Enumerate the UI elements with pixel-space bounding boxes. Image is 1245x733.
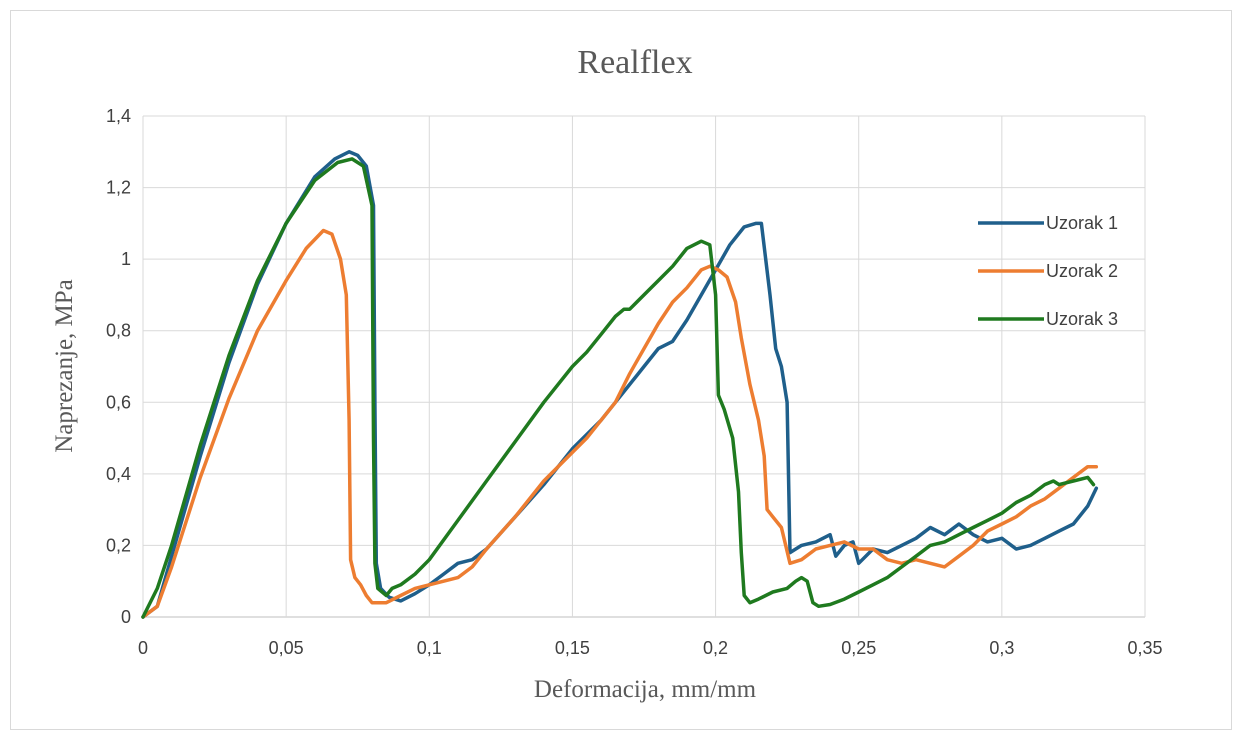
x-axis-title: Deformacija, mm/mm [534, 676, 757, 703]
x-tick-label: 0,25 [841, 638, 876, 658]
legend-item-1: Uzorak 1 [978, 213, 1118, 233]
x-tick-label: 0,1 [417, 638, 442, 658]
y-tick-label: 0,8 [106, 321, 131, 341]
legend-label: Uzorak 2 [1046, 261, 1118, 281]
grid [142, 115, 1146, 618]
legend: Uzorak 1 Uzorak 2 Uzorak 3 [978, 213, 1118, 329]
series-lines [141, 150, 1099, 619]
y-tick-label: 0,6 [106, 392, 131, 412]
y-tick-label: 1,4 [106, 106, 131, 126]
chart-title: Realflex [577, 44, 692, 81]
y-tick-label: 0,2 [106, 535, 131, 555]
y-tick-label: 0 [121, 607, 131, 627]
legend-item-2: Uzorak 2 [978, 261, 1118, 281]
y-tick-label: 0,4 [106, 464, 131, 484]
series-line-1 [141, 150, 1099, 619]
x-tick-label: 0 [138, 638, 148, 658]
series-line-2 [141, 228, 1099, 619]
legend-label: Uzorak 3 [1046, 309, 1118, 329]
y-tick-label: 1,2 [106, 178, 131, 198]
x-tick-label: 0,05 [269, 638, 304, 658]
y-tick-label: 1 [121, 249, 131, 269]
x-tick-label: 0,35 [1127, 638, 1162, 658]
tick-labels: 0 0,2 0,4 0,6 0,8 1 1,2 1,4 0 0,05 0,1 0,15 0,2 0,25 0… [106, 106, 1163, 658]
series-line-3 [141, 157, 1096, 619]
legend-label: Uzorak 1 [1046, 213, 1118, 233]
y-axis-title: Naprezanje, MPa [51, 279, 78, 453]
chart-frame [10, 10, 1232, 730]
x-tick-label: 0,3 [989, 638, 1014, 658]
x-tick-label: 0,15 [555, 638, 590, 658]
legend-item-3: Uzorak 3 [978, 309, 1118, 329]
x-tick-label: 0,2 [703, 638, 728, 658]
